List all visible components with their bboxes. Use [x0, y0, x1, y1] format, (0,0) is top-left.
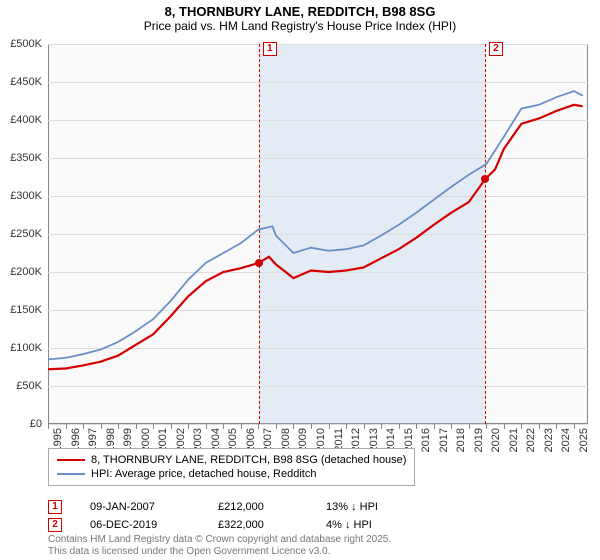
legend: 8, THORNBURY LANE, REDDITCH, B98 8SG (de… [48, 448, 415, 486]
x-tick [381, 424, 382, 429]
x-tick-label: 2020 [490, 428, 502, 452]
sales-table: 1 09-JAN-2007 £212,000 13% ↓ HPI 2 06-DEC-201… [48, 498, 416, 534]
sale-row-marker: 2 [48, 518, 62, 532]
x-tick-label: 2016 [420, 428, 432, 452]
x-tick-label: 2018 [455, 428, 467, 452]
chart-area: £0£50K£100K£150K£200K£250K£300K£350K£400… [48, 44, 588, 424]
legend-swatch [57, 459, 85, 461]
y-tick-label: £350K [10, 152, 42, 164]
sale-row-marker: 1 [48, 500, 62, 514]
x-tick [83, 424, 84, 429]
x-tick [556, 424, 557, 429]
x-tick [188, 424, 189, 429]
x-tick [434, 424, 435, 429]
y-tick-label: £300K [10, 190, 42, 202]
x-tick-label: 2024 [560, 428, 572, 452]
x-tick [539, 424, 540, 429]
x-tick [574, 424, 575, 429]
sale-diff: 13% ↓ HPI [326, 501, 416, 513]
chart-container: 8, THORNBURY LANE, REDDITCH, B98 8SG Pri… [0, 0, 600, 560]
sale-diff: 4% ↓ HPI [326, 519, 416, 531]
sale-dot [255, 259, 263, 267]
x-tick [48, 424, 49, 429]
x-tick-label: 2021 [508, 428, 520, 452]
y-tick-label: £50K [16, 380, 42, 392]
legend-row: HPI: Average price, detached house, Redd… [57, 467, 406, 481]
gridline [48, 424, 588, 425]
x-tick [258, 424, 259, 429]
x-tick [101, 424, 102, 429]
x-tick-label: 2019 [473, 428, 485, 452]
y-tick-label: £400K [10, 114, 42, 126]
chart-title: 8, THORNBURY LANE, REDDITCH, B98 8SG [0, 0, 600, 19]
x-tick [66, 424, 67, 429]
x-tick-label: 2017 [438, 428, 450, 452]
y-tick-label: £150K [10, 304, 42, 316]
y-tick-label: £500K [10, 38, 42, 50]
x-tick [469, 424, 470, 429]
chart-subtitle: Price paid vs. HM Land Registry's House … [0, 19, 600, 39]
x-tick [136, 424, 137, 429]
sale-dot [481, 175, 489, 183]
x-tick [486, 424, 487, 429]
legend-label: 8, THORNBURY LANE, REDDITCH, B98 8SG (de… [91, 454, 406, 466]
footer-attribution: Contains HM Land Registry data © Crown c… [48, 534, 391, 558]
x-tick-label: 2023 [543, 428, 555, 452]
sale-marker-box: 2 [489, 42, 503, 56]
x-tick [364, 424, 365, 429]
x-tick [329, 424, 330, 429]
series-hpi [48, 91, 583, 359]
x-tick [521, 424, 522, 429]
footer-line2: This data is licensed under the Open Gov… [48, 546, 391, 558]
sale-marker-box: 1 [263, 42, 277, 56]
sale-row: 1 09-JAN-2007 £212,000 13% ↓ HPI [48, 498, 416, 516]
y-tick-label: £100K [10, 342, 42, 354]
sale-date: 09-JAN-2007 [90, 501, 190, 513]
x-tick [504, 424, 505, 429]
x-tick [153, 424, 154, 429]
x-tick-label: 2022 [525, 428, 537, 452]
x-tick [451, 424, 452, 429]
x-tick [311, 424, 312, 429]
y-tick-label: £0 [30, 418, 42, 430]
y-tick-label: £200K [10, 266, 42, 278]
x-tick [241, 424, 242, 429]
sale-price: £212,000 [218, 501, 298, 513]
x-tick [171, 424, 172, 429]
y-tick-label: £250K [10, 228, 42, 240]
sale-row: 2 06-DEC-2019 £322,000 4% ↓ HPI [48, 516, 416, 534]
x-tick [206, 424, 207, 429]
legend-row: 8, THORNBURY LANE, REDDITCH, B98 8SG (de… [57, 453, 406, 467]
x-tick [118, 424, 119, 429]
x-tick [399, 424, 400, 429]
x-tick [223, 424, 224, 429]
x-tick [346, 424, 347, 429]
footer-line1: Contains HM Land Registry data © Crown c… [48, 534, 391, 546]
legend-swatch [57, 473, 85, 475]
line-series [48, 44, 588, 424]
legend-label: HPI: Average price, detached house, Redd… [91, 468, 316, 480]
sale-date: 06-DEC-2019 [90, 519, 190, 531]
y-tick-label: £450K [10, 76, 42, 88]
x-tick [276, 424, 277, 429]
x-tick-label: 2025 [578, 428, 590, 452]
sale-price: £322,000 [218, 519, 298, 531]
x-tick [293, 424, 294, 429]
x-tick [416, 424, 417, 429]
series-price_paid [48, 105, 583, 369]
